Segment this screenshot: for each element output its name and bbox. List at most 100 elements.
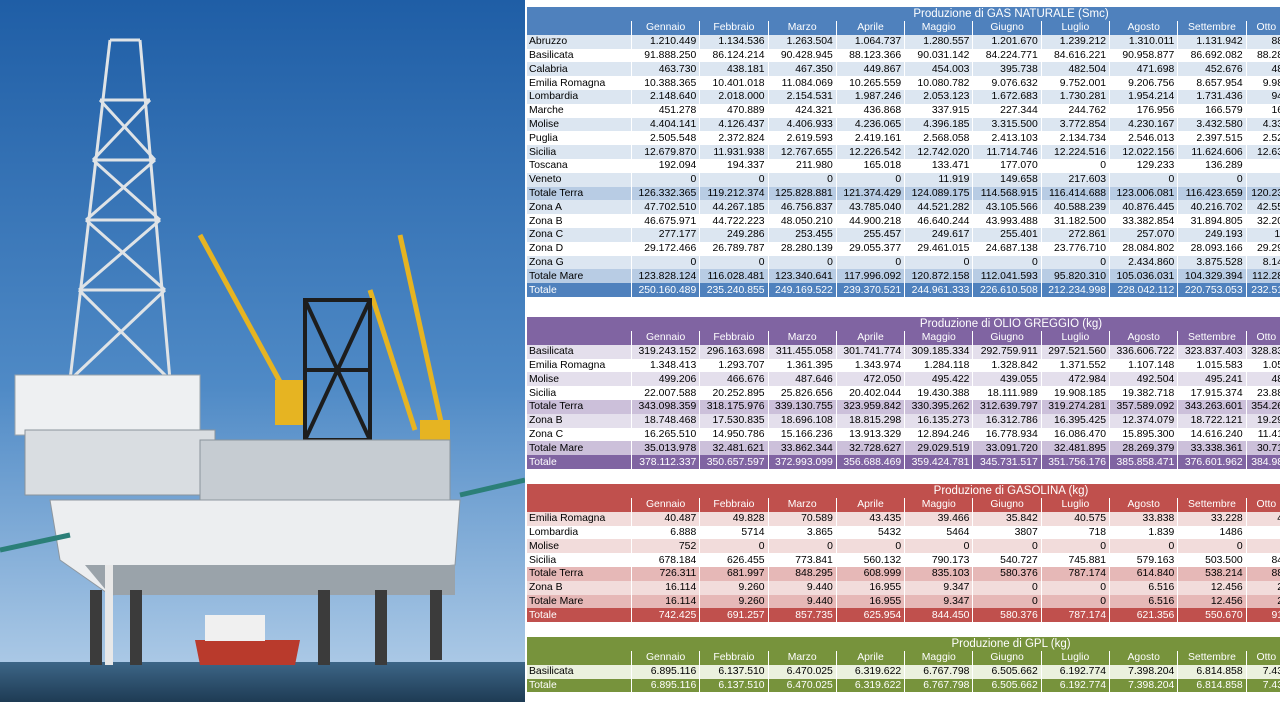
green-boom-right: [459, 477, 525, 498]
oil-month-header-cell: Aprile: [836, 331, 906, 345]
gas-table-row: Veneto 0 0 0 0 11.919 149.658 217.603 0 0: [527, 172, 1280, 187]
gpl-value-cell: 6.505.662: [972, 664, 1042, 679]
gpl-table-row: Basilicata 6.895.116 6.137.510 6.470.025 6.3…: [527, 664, 1280, 679]
gas-month-header-cell: Aprile: [836, 21, 906, 35]
gas-value-cell: 1.210.449: [631, 34, 701, 49]
gas-value-cell: 10.265.559: [836, 76, 906, 90]
gpl-month-header-cell: Marzo: [768, 651, 837, 665]
gasolina-value-cell: 5714: [699, 525, 769, 540]
gas-value-cell: 119.212.374: [699, 186, 769, 201]
gpl-value-cell: 6.470.025: [768, 664, 837, 679]
gas-value-cell: 88.123.366: [836, 48, 906, 63]
oil-value-cell: 12.894.246: [904, 427, 974, 442]
gas-value-cell: 192.094: [631, 158, 701, 173]
gas-value-cell: 1.134.536: [699, 34, 769, 49]
gas-value-cell: 0: [836, 172, 906, 187]
gasolina-row-label: Emilia Romagna: [527, 511, 632, 526]
gas-value-cell: 1.280.557: [904, 34, 974, 49]
gasolina-value-cell: 0: [972, 539, 1042, 554]
gas-value-cell: 112.041.593: [972, 269, 1042, 284]
gas-value-cell: 88: [1246, 34, 1280, 49]
oil-value-cell: 487.646: [768, 372, 837, 387]
gasolina-value-cell: 9.440: [768, 594, 837, 609]
gas-value-cell: 86.692.082: [1177, 48, 1247, 63]
gas-value-cell: 29.29: [1246, 241, 1280, 256]
gasolina-value-cell: 0: [904, 539, 974, 554]
gas-value-cell: 33.382.854: [1109, 214, 1179, 228]
gas-value-cell: 114.568.915: [972, 186, 1042, 201]
gasolina-value-cell: 857.735: [768, 608, 837, 623]
gasolina-value-cell: 0: [699, 539, 769, 554]
gasolina-table-row: Totale Terra 726.311 681.997 848.295 608.999…: [527, 566, 1280, 581]
gpl-month-header-cell: Maggio: [904, 651, 974, 665]
gas-value-cell: 40.876.445: [1109, 200, 1179, 215]
gas-value-cell: 194.337: [699, 158, 769, 173]
gas-value-cell: 454.003: [904, 62, 974, 77]
oil-value-cell: 356.688.469: [836, 455, 906, 469]
gas-month-header-cell: Luglio: [1041, 21, 1111, 35]
gas-month-header-cell: Giugno: [972, 21, 1042, 35]
oil-row-label: Emilia Romagna: [527, 358, 632, 373]
green-boom: [0, 532, 71, 553]
gas-value-cell: 0: [1177, 172, 1247, 187]
gasolina-month-header-cell: Otto: [1246, 498, 1280, 512]
gpl-value-cell: 6.767.798: [904, 678, 974, 693]
gas-row-label: Zona B: [527, 214, 632, 228]
oil-value-cell: 16.312.786: [972, 413, 1042, 428]
oil-month-header-cell: Gennaio: [631, 331, 701, 345]
gas-value-cell: 126.332.365: [631, 186, 701, 201]
oil-value-cell: 20.252.895: [699, 386, 769, 400]
oil-value-cell: 319.274.281: [1041, 399, 1111, 414]
gas-value-cell: 217.603: [1041, 172, 1111, 187]
gas-value-cell: 40.216.702: [1177, 200, 1247, 215]
gasolina-value-cell: 2: [1246, 594, 1280, 609]
gas-value-cell: 24.687.138: [972, 241, 1042, 256]
oil-value-cell: 312.639.797: [972, 399, 1042, 414]
gasolina-value-cell: 848.295: [768, 566, 837, 581]
gas-value-cell: 124.089.175: [904, 186, 974, 201]
gasolina-row-label: Totale Terra: [527, 566, 632, 581]
gas-header-blank: [527, 21, 632, 35]
derrick-tower: [68, 38, 172, 382]
gas-value-cell: 1.201.670: [972, 34, 1042, 49]
gasolina-value-cell: [1246, 525, 1280, 540]
gasolina-value-cell: 844.450: [904, 608, 974, 623]
production-tables: Produzione di GAS NATURALE (Smc) Gennaio…: [527, 7, 1280, 702]
gasolina-row-label: Totale Mare: [527, 594, 632, 609]
gas-table-row: Abruzzo 1.210.449 1.134.536 1.263.504 1.064.…: [527, 34, 1280, 49]
gas-value-cell: 11.084.069: [768, 76, 837, 90]
gpl-value-cell: 6.319.622: [836, 664, 906, 679]
gasolina-value-cell: 5464: [904, 525, 974, 540]
gas-table-title: Produzione di GAS NATURALE (Smc): [527, 7, 1280, 21]
gas-value-cell: 1.263.504: [768, 34, 837, 49]
gas-value-cell: 12.679.870: [631, 145, 701, 159]
gpl-header-blank: [527, 651, 632, 665]
oil-value-cell: 301.741.774: [836, 344, 906, 359]
oil-value-cell: 30.71: [1246, 441, 1280, 456]
gas-value-cell: 10.401.018: [699, 76, 769, 90]
gas-value-cell: 11.714.746: [972, 145, 1042, 159]
gas-value-cell: 2.154.531: [768, 89, 837, 104]
gasolina-value-cell: 0: [972, 594, 1042, 609]
oil-table-row: Basilicata 319.243.152 296.163.698 311.455.…: [527, 344, 1280, 359]
oil-value-cell: 1.328.842: [972, 358, 1042, 373]
gasolina-month-header-cell: Agosto: [1109, 498, 1179, 512]
gas-value-cell: 3.875.528: [1177, 255, 1247, 270]
gas-value-cell: 2.018.000: [699, 89, 769, 104]
gas-value-cell: 116.414.688: [1041, 186, 1111, 201]
gas-value-cell: 4.236.065: [836, 117, 906, 132]
gas-value-cell: 104.329.394: [1177, 269, 1247, 284]
gas-value-cell: 3.432.580: [1177, 117, 1247, 132]
oil-value-cell: 297.521.560: [1041, 344, 1111, 359]
oil-table-row: Totale Mare 35.013.978 32.481.621 33.862.34…: [527, 441, 1280, 456]
oil-value-cell: 23.88: [1246, 386, 1280, 400]
gasolina-month-header-cell: Luglio: [1041, 498, 1111, 512]
gas-value-cell: 463.730: [631, 62, 701, 77]
gpl-month-header-cell: Febbraio: [699, 651, 769, 665]
gas-month-header-cell: Gennaio: [631, 21, 701, 35]
gas-value-cell: 0: [699, 255, 769, 270]
gas-table-row: Puglia 2.505.548 2.372.824 2.619.593 2.419.1…: [527, 131, 1280, 146]
gas-row-label: Zona A: [527, 200, 632, 215]
gas-value-cell: 43.785.040: [836, 200, 906, 215]
gasolina-value-cell: 773.841: [768, 553, 837, 567]
